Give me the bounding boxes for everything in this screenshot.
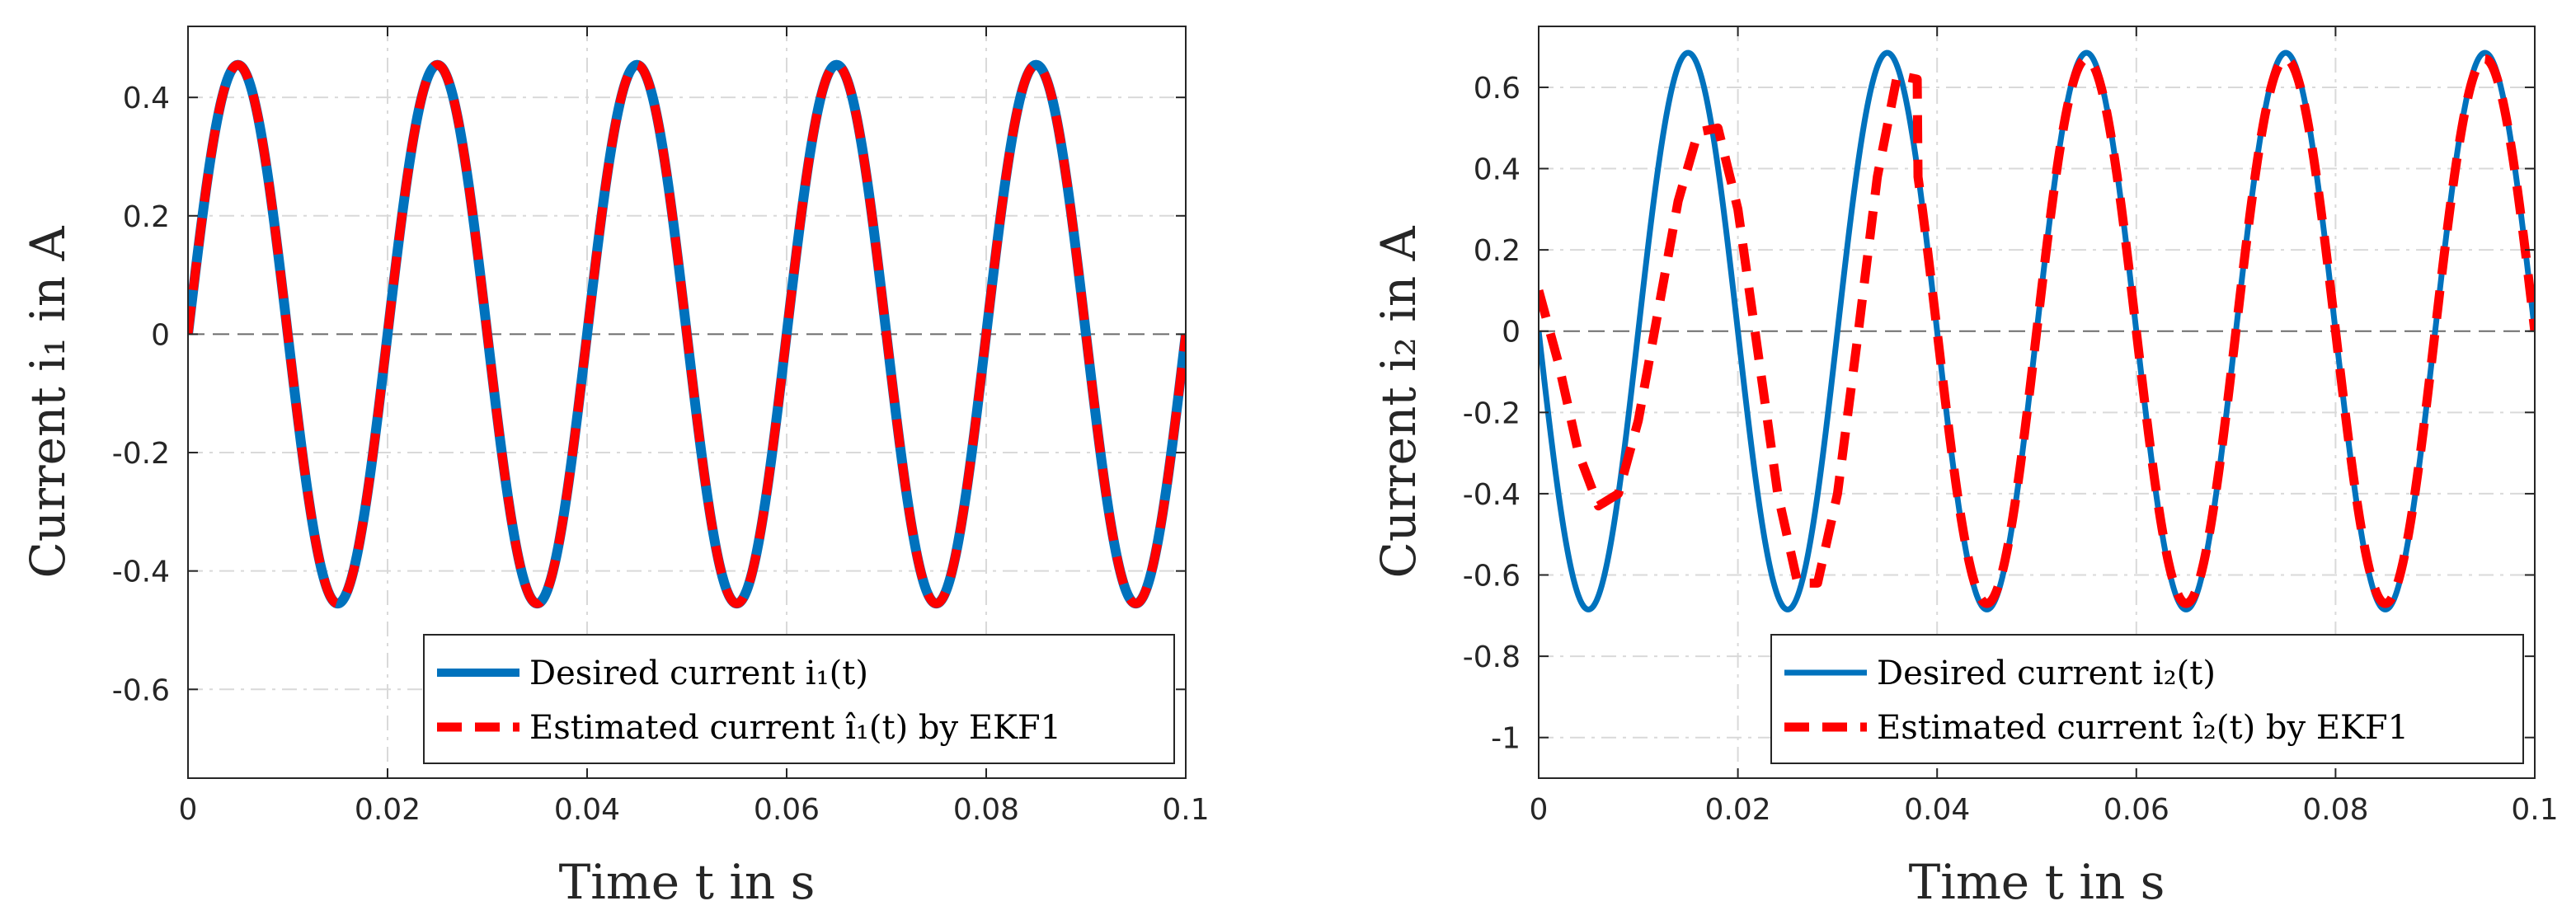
left-chart-panel: 0 0.02 0.04 0.06 0.08 0.1 -0.6 -0.4 -0.2 0 0.2 0.4 T… xyxy=(20,26,1210,910)
x-tick-label: 0 xyxy=(1530,793,1549,827)
y-tick-label: -0.2 xyxy=(112,437,170,471)
legend-entry: Desired current i₁(t) xyxy=(529,655,868,692)
right-chart-panel: 0 0.02 0.04 0.06 0.08 0.1 -1 -0.8 -0.6 -0.4 -0.2 0 0… xyxy=(1370,26,2559,910)
x-tick-label: 0.08 xyxy=(2302,793,2368,827)
y-tick-label: -0.8 xyxy=(1463,640,1521,674)
y-tick-label: 0.4 xyxy=(1474,153,1521,187)
series-group xyxy=(188,59,1186,609)
y-axis-label: Current i₁ in A xyxy=(20,225,76,578)
y-tick-label: 0 xyxy=(151,318,170,352)
x-tick-label: 0.02 xyxy=(355,793,421,827)
y-tick-label: -0.6 xyxy=(1463,560,1521,594)
y-tick-label: 0.2 xyxy=(1474,234,1521,268)
x-tick-label: 0.06 xyxy=(2104,793,2169,827)
estimated-current-line xyxy=(188,60,1186,608)
y-tick-label: 0.2 xyxy=(123,200,170,234)
y-tick-label: 0 xyxy=(1502,316,1521,350)
y-tick-label: -0.4 xyxy=(1463,478,1521,512)
legend-box xyxy=(1770,634,2524,764)
axes-box xyxy=(187,26,1187,779)
x-tick-label: 0 xyxy=(179,793,198,827)
x-tick-label: 0.08 xyxy=(953,793,1019,827)
legend-entry: Estimated current î₁(t) by EKF1 xyxy=(529,709,1061,747)
legend-entry: Desired current i₂(t) xyxy=(1877,655,2216,692)
x-axis-label: Time t in s xyxy=(1909,854,2165,910)
legend-entry: Estimated current î₂(t) by EKF1 xyxy=(1877,709,2409,747)
estimated-current-line xyxy=(1539,54,2535,608)
legend-box xyxy=(423,634,1175,764)
y-tick-label: -1 xyxy=(1491,722,1521,756)
x-axis-label: Time t in s xyxy=(559,854,816,910)
x-tick-label: 0.02 xyxy=(1705,793,1771,827)
y-tick-label: -0.2 xyxy=(1463,396,1521,430)
y-tick-label: -0.6 xyxy=(112,673,170,707)
y-tick-label: 0.4 xyxy=(123,82,170,115)
x-tick-label: 0.1 xyxy=(1162,793,1209,827)
x-tick-label: 0.04 xyxy=(554,793,620,827)
x-tick-label: 0.04 xyxy=(1904,793,1970,827)
y-tick-label: -0.4 xyxy=(112,556,170,589)
x-tick-label: 0.06 xyxy=(754,793,820,827)
x-tick-label: 0.1 xyxy=(2511,793,2558,827)
axes-box xyxy=(1538,26,2536,779)
series-group xyxy=(1539,49,2535,612)
y-axis-label: Current i₂ in A xyxy=(1370,225,1427,578)
y-tick-label: 0.6 xyxy=(1474,72,1521,106)
